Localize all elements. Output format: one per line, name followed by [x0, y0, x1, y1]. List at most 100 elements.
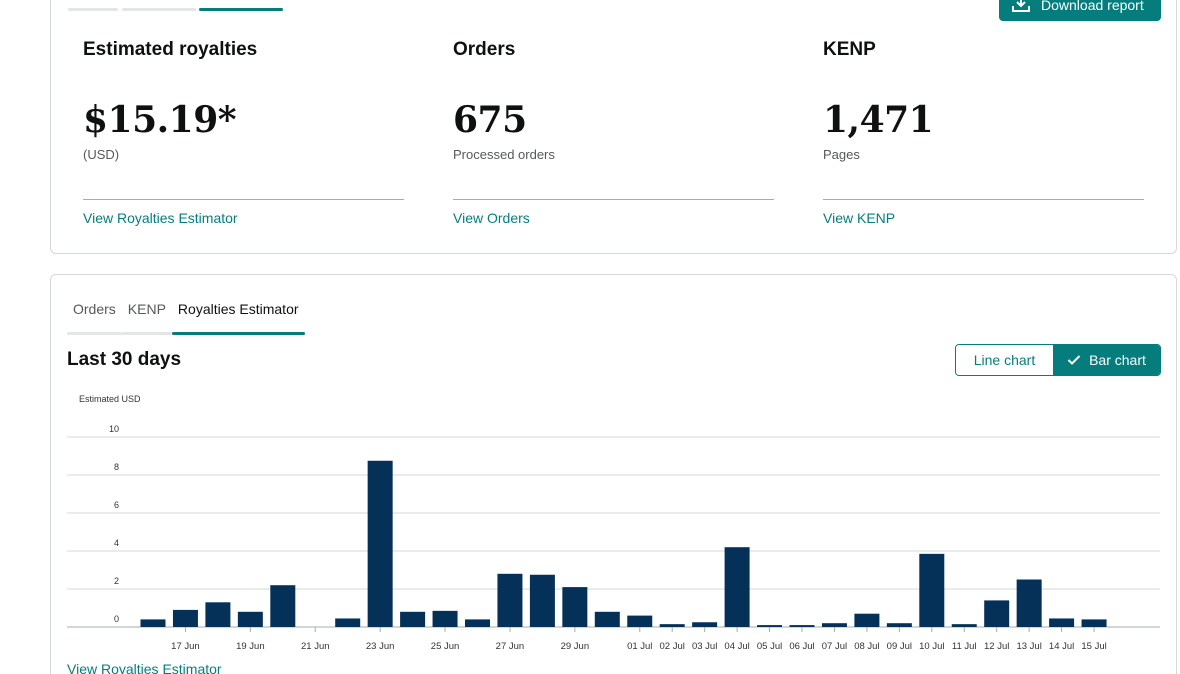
- x-tick-label: 03 Jul: [692, 641, 717, 652]
- x-tick-label: 12 Jul: [984, 641, 1009, 652]
- chart-tabs: Orders KENP Royalties Estimator: [67, 301, 305, 335]
- chart-type-toggle: Line chart Bar chart: [955, 344, 1161, 376]
- tab-label: Royalties Estimator: [177, 301, 299, 317]
- x-tick-label: 05 Jul: [757, 641, 782, 652]
- chart-card: Orders KENP Royalties Estimator Last 30 …: [50, 274, 1177, 674]
- bar-07-jul: [821, 623, 847, 627]
- divider: [823, 199, 1144, 200]
- stat-subtitle: Processed orders: [453, 147, 555, 162]
- bar-18-jun: [205, 602, 231, 627]
- stat-orders: Orders 675 Processed orders View Orders: [453, 39, 774, 226]
- x-tick-label: 15 Jul: [1081, 641, 1106, 652]
- bar-20-jun: [270, 585, 296, 627]
- stat-value: 1,471: [823, 99, 934, 141]
- x-tick-label: 06 Jul: [789, 641, 814, 652]
- stat-subtitle: (USD): [83, 147, 120, 162]
- x-tick-label: 01 Jul: [627, 641, 652, 652]
- bar-10-jul: [919, 553, 945, 627]
- x-tick-label: 14 Jul: [1049, 641, 1074, 652]
- bar-chart-label: Bar chart: [1089, 352, 1146, 368]
- tab-royalties-estimator[interactable]: Royalties Estimator: [171, 301, 305, 335]
- line-chart-button[interactable]: Line chart: [956, 345, 1053, 375]
- tab-label: Orders: [73, 301, 116, 317]
- bar-11-jul: [951, 624, 977, 627]
- x-tick-label: 09 Jul: [887, 641, 912, 652]
- bar-25-jun: [432, 610, 458, 627]
- view-kenp-link[interactable]: View KENP: [823, 210, 896, 226]
- tab-kenp[interactable]: KENP: [121, 301, 172, 335]
- line-chart-label: Line chart: [973, 352, 1036, 368]
- bar-29-jun: [562, 587, 588, 627]
- bar-15-jul: [1081, 619, 1107, 627]
- bar-03-jul: [692, 622, 718, 627]
- x-tick-label: 10 Jul: [919, 641, 944, 652]
- x-tick-label: 23 Jun: [366, 641, 395, 652]
- royalties-bar-chart: Estimated USD 0 2 4 6 8 10 17 Jun 19 Jun 21 Jun 23…: [67, 394, 1160, 652]
- stat-title: KENP: [823, 39, 876, 60]
- stat-royalties: Estimated royalties $15.19* (USD) View R…: [83, 39, 404, 226]
- x-tick-label: 11 Jul: [952, 641, 977, 652]
- stat-value: $15.19*: [83, 99, 237, 141]
- y-tick-label: 2: [114, 576, 119, 586]
- view-royalties-estimator-link[interactable]: View Royalties Estimator: [83, 210, 238, 226]
- x-tick-label: 27 Jun: [496, 641, 525, 652]
- download-icon: [1012, 0, 1030, 12]
- bar-14-jul: [1049, 618, 1075, 627]
- x-tick-label: 13 Jul: [1016, 641, 1041, 652]
- y-tick-label: 0: [114, 614, 119, 624]
- top-tab-indicator-2[interactable]: [122, 8, 196, 11]
- bar-12-jul: [984, 600, 1010, 627]
- bar-02-jul: [659, 624, 685, 627]
- bar-22-jun: [335, 618, 361, 627]
- bar-28-jun: [529, 574, 555, 627]
- view-orders-link[interactable]: View Orders: [453, 210, 530, 226]
- bar-27-jun: [497, 573, 523, 627]
- y-tick-label: 10: [109, 424, 119, 434]
- bar-26-jun: [465, 619, 490, 627]
- bar-24-jun: [400, 611, 426, 627]
- x-tick-label: 17 Jun: [171, 641, 200, 652]
- x-tick-label: 19 Jun: [236, 641, 265, 652]
- divider: [83, 199, 404, 200]
- stat-kenp: KENP 1,471 Pages View KENP: [823, 39, 1144, 226]
- bar-01-jul: [627, 615, 653, 627]
- x-tick-label: 04 Jul: [724, 641, 749, 652]
- check-icon: [1067, 355, 1081, 365]
- stat-title: Estimated royalties: [83, 39, 258, 60]
- y-axis-label: Estimated USD: [79, 394, 141, 404]
- bar-16-jun: [140, 619, 166, 627]
- top-tab-indicator-active[interactable]: [199, 8, 283, 11]
- tab-indicator: [121, 332, 172, 335]
- bar-06-jul: [789, 625, 815, 627]
- bar-chart-button[interactable]: Bar chart: [1053, 345, 1160, 375]
- stat-title: Orders: [453, 39, 516, 60]
- bar-04-jul: [724, 547, 750, 627]
- stat-subtitle: Pages: [823, 147, 860, 162]
- bar-30-jun: [594, 611, 620, 627]
- top-tab-indicator-1[interactable]: [68, 8, 118, 11]
- download-report-button[interactable]: Download report: [999, 0, 1161, 21]
- tab-orders[interactable]: Orders: [67, 301, 122, 335]
- divider: [453, 199, 774, 200]
- x-tick-label: 21 Jun: [301, 641, 330, 652]
- bar-08-jul: [854, 613, 880, 627]
- x-tick-label: 07 Jul: [822, 641, 847, 652]
- y-tick-label: 4: [114, 538, 119, 548]
- tab-indicator-active: [171, 332, 305, 335]
- y-tick-label: 8: [114, 462, 119, 472]
- bar-23-jun: [367, 460, 393, 627]
- bar-17-jun: [172, 609, 198, 627]
- summary-card: Download report Estimated royalties $15.…: [50, 0, 1177, 254]
- bar-19-jun: [237, 611, 263, 627]
- section-title: Last 30 days: [67, 349, 182, 370]
- x-tick-label: 08 Jul: [854, 641, 879, 652]
- x-tick-label: 29 Jun: [561, 641, 590, 652]
- bar-09-jul: [886, 623, 912, 627]
- tab-label: KENP: [127, 301, 166, 317]
- view-royalties-estimator-link[interactable]: View Royalties Estimator: [67, 661, 222, 674]
- x-tick-label: 25 Jun: [431, 641, 460, 652]
- x-tick-label: 02 Jul: [660, 641, 685, 652]
- tab-indicator: [67, 332, 122, 335]
- bar-05-jul: [757, 625, 783, 627]
- download-report-label: Download report: [1041, 0, 1144, 13]
